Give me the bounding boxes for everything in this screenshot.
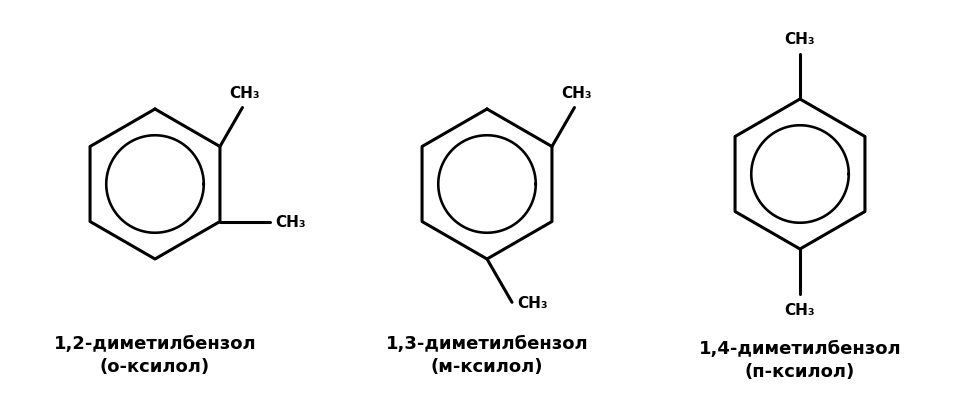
Text: (п-ксилол): (п-ксилол): [745, 362, 855, 380]
Text: CH₃: CH₃: [229, 85, 260, 100]
Text: (м-ксилол): (м-ксилол): [431, 357, 543, 375]
Text: CH₃: CH₃: [561, 85, 592, 100]
Text: 1,3-диметилбензол: 1,3-диметилбензол: [385, 334, 589, 352]
Text: 1,2-диметилбензол: 1,2-диметилбензол: [54, 334, 256, 352]
Text: (о-ксилол): (о-ксилол): [100, 357, 210, 375]
Text: 1,4-диметилбензол: 1,4-диметилбензол: [699, 339, 901, 357]
Text: CH₃: CH₃: [784, 302, 815, 317]
Text: CH₃: CH₃: [275, 215, 306, 229]
Text: CH₃: CH₃: [784, 32, 815, 47]
Text: CH₃: CH₃: [517, 295, 548, 310]
